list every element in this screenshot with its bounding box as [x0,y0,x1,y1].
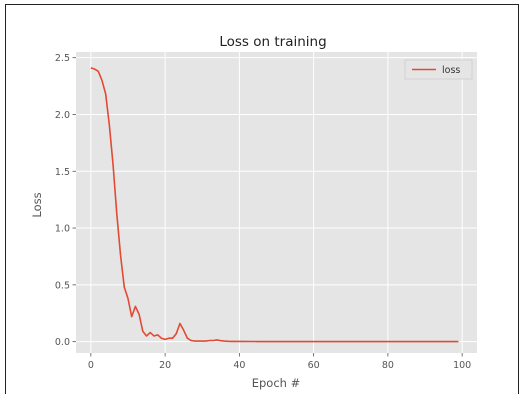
legend-box [404,59,473,80]
y-tick-label: 0.5 [55,280,70,291]
legend-label-loss: loss [442,65,460,76]
x-tick-label: 40 [233,360,245,371]
plot-area [76,52,477,353]
x-axis-ticks: 0 20 40 60 80 100 [88,353,471,371]
y-tick-label: 0.0 [55,337,70,348]
y-tick-label: 1.5 [55,167,70,178]
x-tick-label: 20 [159,360,171,371]
x-tick-label: 80 [382,360,394,371]
legend: loss [404,59,473,80]
series-line-loss [90,67,459,343]
y-tick-label: 1.0 [55,224,70,235]
x-axis-label: Epoch # [252,376,301,390]
x-tick-label: 60 [308,360,320,371]
x-tick-label: 100 [453,360,471,371]
x-tick-label: 0 [88,360,94,371]
series-group [90,67,459,343]
chart-title: Loss on training [219,34,326,50]
y-tick-label: 2.5 [55,53,70,64]
y-tick-label: 2.0 [55,110,70,121]
y-axis-ticks: 0.0 0.5 1.0 1.5 2.0 2.5 [55,53,76,348]
y-axis-label: Loss [30,192,44,217]
